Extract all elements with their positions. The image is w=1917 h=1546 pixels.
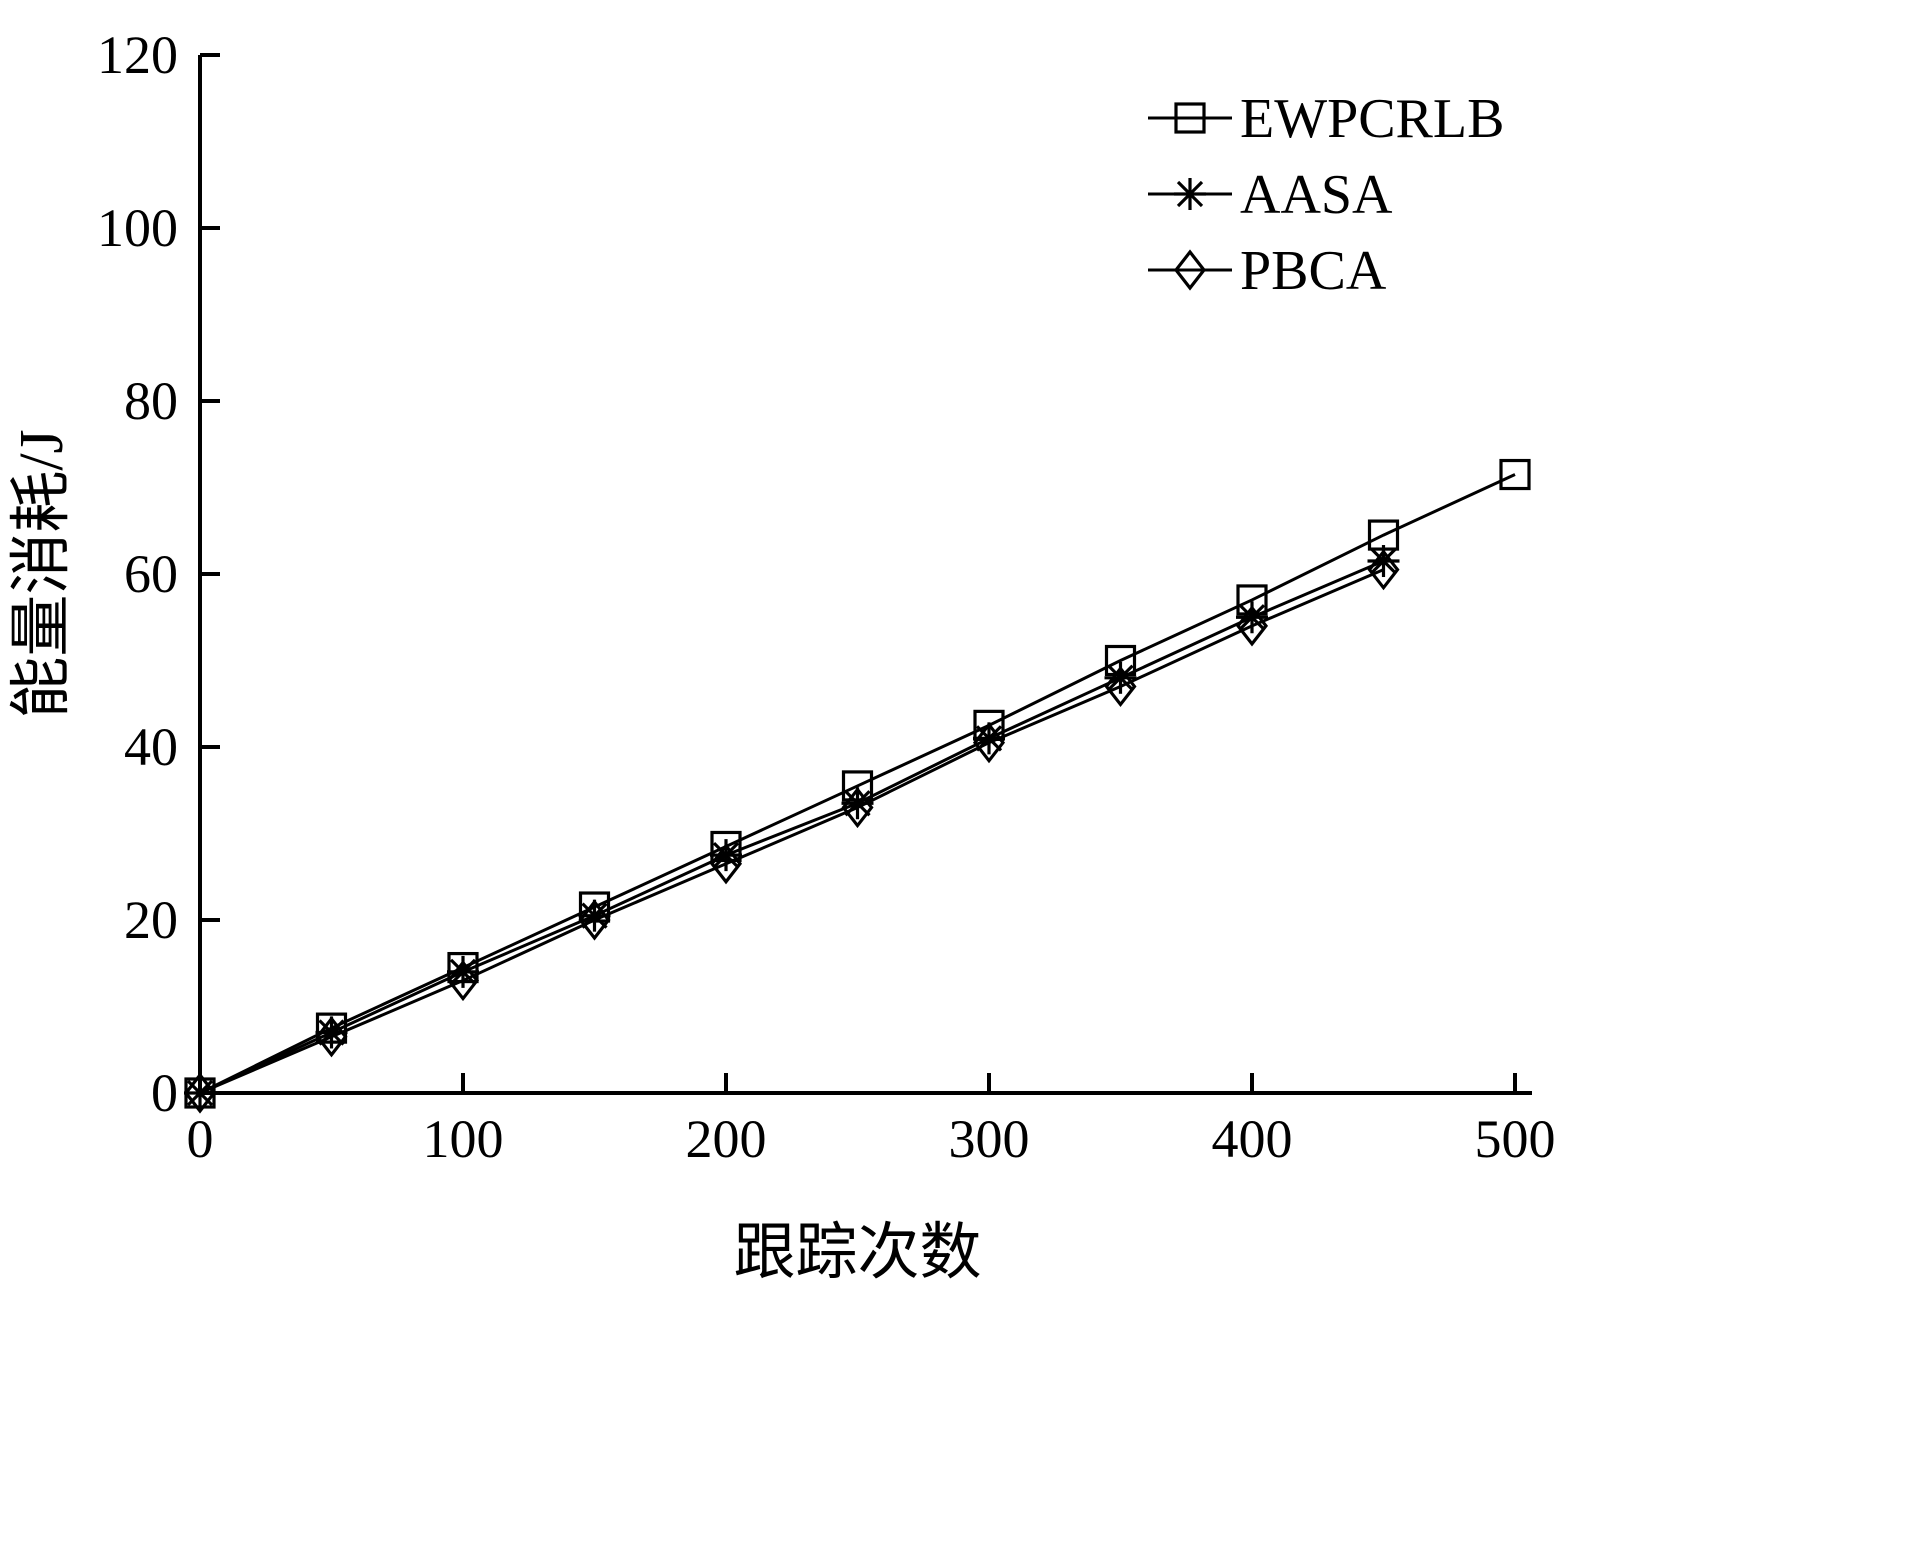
series-AASA-asterisk-marker-shape [844,790,871,817]
legend-label-AASA: AASA [1240,164,1393,226]
series-PBCA-diamond-marker-shape [841,786,874,829]
legend-label-EWPCRLB: EWPCRLB [1240,88,1504,150]
series-PBCA-diamond-marker-shape [709,843,743,885]
series-AASA-asterisk-marker-shape [581,902,608,929]
legend-EWPCRLB-square-marker [1174,102,1206,134]
series-PBCA-diamond-marker-shape [1104,665,1137,708]
series-PBCA-diamond-marker [446,959,480,1002]
y-tick-label: 100 [97,198,178,258]
y-tick-label: 0 [151,1063,178,1123]
y-tick-label: 20 [124,890,178,950]
series-AASA-asterisk-marker [710,839,742,872]
series-AASA-asterisk-marker-shape [1107,664,1134,691]
series-PBCA-diamond-marker-shape [972,722,1006,764]
series-PBCA-diamond-marker [841,786,874,829]
series-AASA-asterisk-marker-shape [712,841,740,869]
x-tick-label: 400 [1212,1109,1293,1169]
series-PBCA-diamond-marker [315,1016,348,1058]
legend-PBCA-diamond-marker-shape [1173,249,1207,291]
legend-AASA-asterisk-marker [1174,178,1206,210]
series-line-AASA [199,559,1385,1095]
series-PBCA-diamond-marker [972,722,1006,764]
series-PBCA-diamond-marker-shape [1235,605,1269,647]
legend-EWPCRLB-square-marker-shape [1174,102,1206,134]
legend-PBCA-diamond-marker [1173,249,1207,291]
series-AASA-asterisk-marker-shape [975,725,1003,752]
x-axis-title: 跟踪次数 [733,1219,981,1287]
series-PBCA-diamond-marker-shape [1367,549,1400,591]
series-PBCA-diamond-marker [183,1072,217,1114]
series-PBCA-diamond-marker-shape [315,1016,348,1058]
series-PBCA-diamond-marker-shape [446,959,480,1002]
y-tick-label: 120 [97,25,178,85]
x-tick-label: 200 [686,1109,767,1169]
series-AASA-asterisk-marker [973,722,1005,755]
series-PBCA-diamond-marker-shape [183,1072,217,1114]
y-tick-label: 40 [124,717,178,777]
x-tick-label: 300 [949,1109,1030,1169]
y-tick-label: 60 [124,544,178,604]
legend-label-PBCA: PBCA [1240,240,1387,302]
series-line-PBCA [199,568,1385,1095]
series-line-EWPCRLB [199,473,1516,1095]
y-axis-title: 能量消耗/J [8,429,76,718]
x-tick-label: 100 [423,1109,504,1169]
series-PBCA-diamond-marker [709,843,743,885]
series-PBCA-diamond-marker [1235,605,1269,647]
series-PBCA-diamond-marker [1104,665,1137,708]
series-EWPCRLB-square-marker [1499,458,1531,491]
series-PBCA-diamond-marker [578,899,611,941]
series-AASA-asterisk-marker-shape [1370,547,1397,575]
y-tick-label: 80 [124,371,178,431]
x-tick-label: 500 [1475,1109,1556,1169]
legend-AASA-asterisk-marker-shape [1176,180,1204,208]
series-AASA-asterisk-marker-shape [1238,604,1266,631]
series-PBCA-diamond-marker-shape [578,899,611,941]
series-AASA-asterisk-marker-shape [449,958,477,986]
x-tick-label: 0 [187,1109,214,1169]
series-PBCA-diamond-marker [1367,549,1400,591]
series-AASA-asterisk-marker-shape [318,1019,345,1046]
series-EWPCRLB-square-marker-shape [1499,458,1531,491]
series-AASA-asterisk-marker [184,1077,216,1109]
